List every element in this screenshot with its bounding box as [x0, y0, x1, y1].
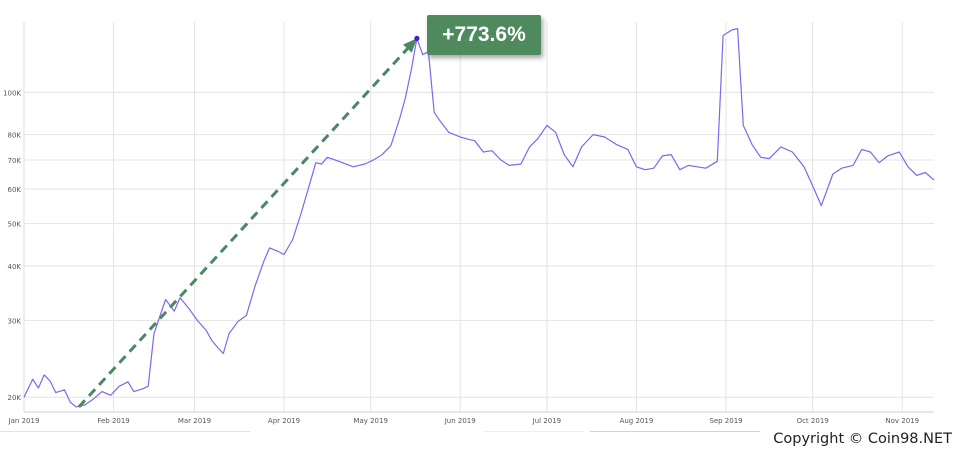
x-tick-label: Oct 2019 [797, 417, 829, 425]
y-tick-label: 30K [8, 317, 22, 325]
footer-divider [0, 431, 250, 432]
x-tick-label: Jul 2019 [532, 417, 562, 425]
x-tick-label: Feb 2019 [97, 417, 129, 425]
gain-arrow-line [77, 47, 409, 408]
footer-divider-right [590, 431, 760, 432]
x-tick-label: Nov 2019 [885, 417, 919, 425]
peak-marker [414, 35, 420, 41]
y-tick-label: 100K [3, 89, 21, 97]
chart-grid [23, 22, 934, 413]
x-tick-label: May 2019 [353, 417, 388, 425]
price-series-line [23, 28, 935, 408]
y-tick-label: 50K [8, 221, 22, 229]
axis-tick-labels: 20K 30K 40K 50K 60K 70K 80K 100K Jan 2019 Feb 201… [3, 89, 919, 425]
x-tick-label: Jun 2019 [444, 417, 476, 425]
gain-arrow-head [403, 38, 417, 53]
x-tick-label: Apr 2019 [268, 417, 300, 425]
x-tick-label: Aug 2019 [620, 417, 654, 425]
x-tick-label: Mar 2019 [178, 417, 211, 425]
y-tick-label: 80K [8, 132, 22, 140]
copyright-label: Copyright © Coin98.NET [773, 431, 952, 447]
y-tick-label: 40K [8, 263, 22, 271]
y-tick-label: 70K [8, 157, 22, 165]
y-tick-label: 60K [8, 186, 22, 194]
plot-area [23, 28, 935, 408]
x-tick-label: Sep 2019 [709, 417, 742, 425]
x-tick-label: Jan 2019 [8, 417, 40, 425]
footer-divider-mid [484, 431, 584, 432]
gain-annotation-badge: +773.6% [427, 15, 541, 55]
y-tick-label: 20K [8, 394, 22, 402]
